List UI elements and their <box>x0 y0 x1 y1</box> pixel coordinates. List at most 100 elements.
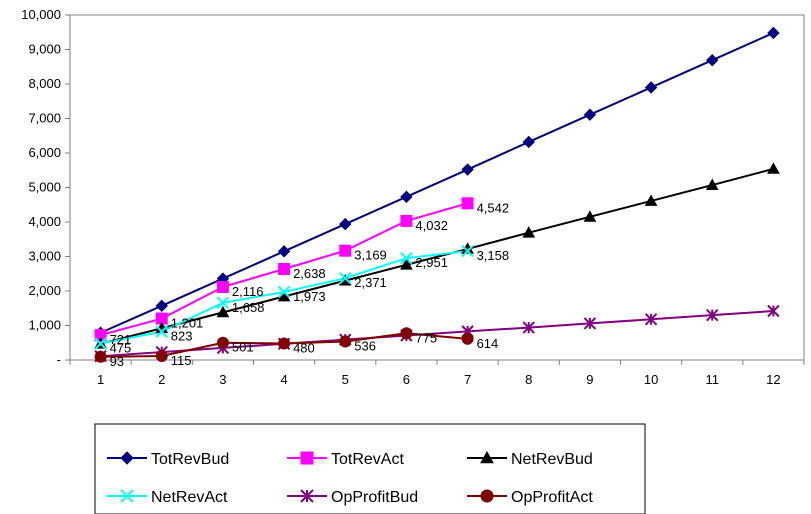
data-label-netrevact: 2,371 <box>354 275 387 290</box>
x-tick-label: 4 <box>280 372 287 387</box>
legend-marker <box>480 450 494 464</box>
legend-item-totrevbud: TotRevBud <box>107 451 229 468</box>
data-label-totrevact: 1,201 <box>171 316 204 331</box>
legend-label: TotRevBud <box>151 451 229 468</box>
x-tick-label: 5 <box>342 372 349 387</box>
x-tick-label: 8 <box>525 372 532 387</box>
data-labels: 721 1,201 2,116 2,638 3,169 4,032 4,542 475 823 1… <box>110 200 510 368</box>
data-point-opprofitact <box>461 332 474 345</box>
legend-marker <box>480 489 494 503</box>
data-point-netrevbud <box>705 178 719 190</box>
legend-label: NetRevBud <box>511 451 593 468</box>
series-line-opprofitbud <box>100 310 774 358</box>
y-tick-label: - <box>57 352 61 367</box>
legend-item-opprofitact: OpProfitAct <box>467 489 593 506</box>
data-point-netrevact <box>216 296 230 310</box>
legend-marker <box>300 451 314 465</box>
x-tick-label: 12 <box>766 372 780 387</box>
data-point-netrevbud <box>767 162 780 174</box>
data-label-netrevact: 3,158 <box>477 248 510 263</box>
legend: TotRevBud TotRevAct NetRevBud NetRevAct OpPr… <box>94 423 646 514</box>
x-tick-label: 11 <box>706 372 720 387</box>
x-tick-label: 10 <box>644 372 658 387</box>
data-point-opprofitbud <box>583 317 597 330</box>
data-point-opprofitbud <box>522 321 535 334</box>
y-tick-label: 10,000 <box>21 7 61 22</box>
data-label-totrevact: 4,542 <box>477 200 510 215</box>
data-label-netrevact: 2,951 <box>415 255 448 270</box>
data-point-opprofitact <box>400 327 413 340</box>
data-point-totrevbud <box>461 163 474 176</box>
legend-item-totrevact: TotRevAct <box>287 451 404 468</box>
legend-marker <box>300 489 314 503</box>
data-label-opprofitact: 614 <box>477 336 499 351</box>
data-point-opprofitact <box>216 336 229 349</box>
legend-box <box>94 423 646 514</box>
data-point-opprofitact <box>339 335 352 348</box>
data-point-netrevact <box>94 337 107 350</box>
data-point-totrevact <box>216 280 229 293</box>
data-label-totrevact: 3,169 <box>354 248 387 263</box>
series-line-netrevbud <box>100 167 774 345</box>
x-tick-label: 6 <box>403 372 410 387</box>
legend-label: OpProfitAct <box>511 489 593 506</box>
data-point-opprofitbud <box>706 308 719 322</box>
data-label-totrevact: 721 <box>110 332 132 347</box>
data-point-netrevact <box>155 325 168 338</box>
data-point-netrevact <box>461 244 474 258</box>
series-line-totrevbud <box>100 32 774 334</box>
data-point-totrevbud <box>583 108 597 121</box>
legend-item-netrevbud: NetRevBud <box>467 450 593 468</box>
y-tick-label: 2,000 <box>28 283 61 298</box>
data-point-totrevbud <box>277 245 291 258</box>
data-label-opprofitact: 501 <box>232 340 254 355</box>
data-point-opprofitact <box>94 350 107 363</box>
y-tick-label: 3,000 <box>28 249 61 264</box>
data-point-netrevbud <box>522 226 536 238</box>
data-point-netrevact <box>339 271 352 285</box>
data-label-netrevact: 1,973 <box>293 289 326 304</box>
y-tick-label: 9,000 <box>28 42 61 57</box>
series-markers <box>94 26 780 363</box>
data-label-opprofitact: 93 <box>110 354 124 369</box>
data-point-netrevbud <box>583 210 597 222</box>
data-point-opprofitbud <box>767 304 780 318</box>
y-tick-label: 6,000 <box>28 145 61 160</box>
data-point-totrevbud <box>706 53 719 67</box>
data-label-opprofitact: 536 <box>354 339 376 354</box>
legend-item-netrevact: NetRevAct <box>107 489 228 506</box>
y-tick-label: 4,000 <box>28 214 61 229</box>
legend-item-opprofitbud: OpProfitBud <box>287 489 418 506</box>
data-label-opprofitact: 115 <box>171 353 192 368</box>
data-point-totrevact <box>278 262 291 275</box>
legend-label: TotRevAct <box>331 451 404 468</box>
data-label-netrevact: 823 <box>171 329 193 344</box>
data-point-totrevact <box>339 244 352 257</box>
data-point-netrevbud <box>644 194 658 206</box>
y-axis: - 1,000 2,000 3,000 4,000 5,000 6,000 7,000 8,00… <box>21 7 70 367</box>
data-point-netrevbud <box>400 258 413 270</box>
data-label-totrevact: 4,032 <box>415 218 448 233</box>
x-tick-label: 9 <box>586 372 593 387</box>
data-point-totrevbud <box>767 26 780 40</box>
y-tick-label: 1,000 <box>28 318 61 333</box>
legend-label: NetRevAct <box>151 489 228 506</box>
data-label-opprofitact: 775 <box>415 330 437 345</box>
legend-marker <box>120 451 134 465</box>
data-label-netrevact: 475 <box>110 341 132 356</box>
x-axis: 1 2 3 4 5 6 7 8 9 10 11 12 <box>69 360 805 387</box>
data-point-totrevbud <box>400 190 413 204</box>
data-point-totrevact <box>400 214 413 227</box>
data-point-totrevbud <box>339 217 352 231</box>
data-label-totrevact: 2,638 <box>293 266 326 281</box>
data-point-totrevbud <box>644 81 658 94</box>
legend-label: OpProfitBud <box>331 489 418 506</box>
data-point-totrevbud <box>155 299 168 313</box>
x-tick-label: 1 <box>97 372 104 387</box>
legend-marker <box>120 489 134 503</box>
data-point-netrevact <box>400 251 413 265</box>
data-label-netrevact: 1,658 <box>232 300 265 315</box>
data-point-opprofitbud <box>644 313 658 326</box>
y-tick-label: 5,000 <box>28 180 61 195</box>
